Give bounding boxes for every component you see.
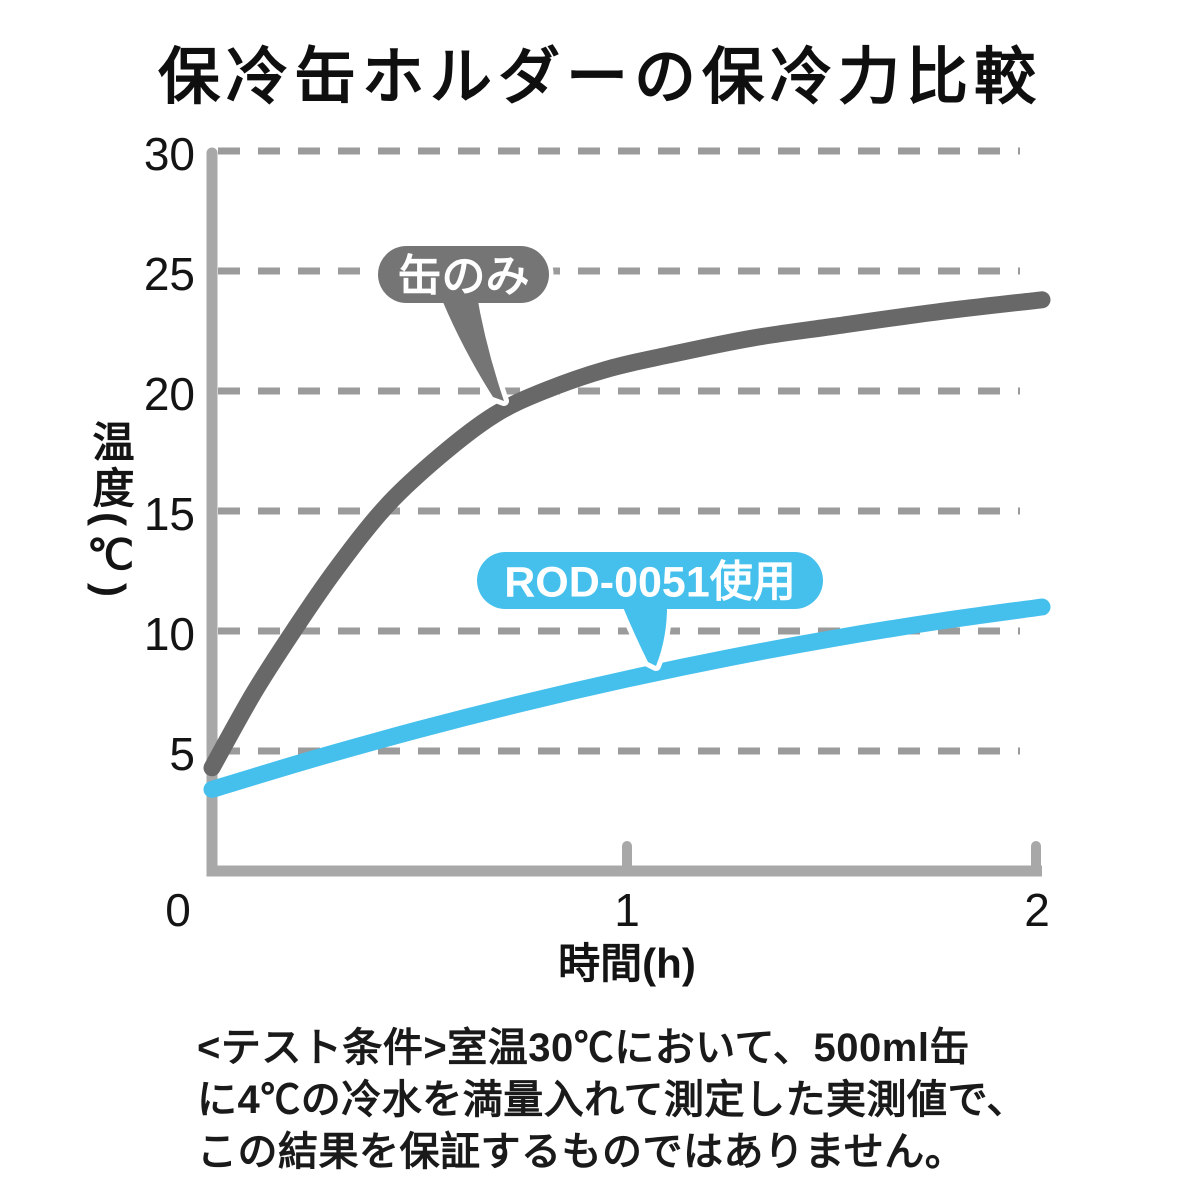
test-conditions-line-1: <テスト条件>室温30℃において、500ml缶 <box>197 1026 970 1070</box>
callout-tail-icon <box>438 290 504 401</box>
y-tick-label-20: 20 <box>144 368 195 420</box>
y-tick-label-15: 15 <box>144 488 195 540</box>
x-axis-title: 時間(h) <box>558 940 696 987</box>
test-conditions-line-3: この結果を保証するものではありません。 <box>197 1130 966 1174</box>
tick-labels: 30 25 20 15 10 5 0 1 2 <box>144 128 1050 936</box>
callout-can-only: 缶のみ <box>373 241 554 406</box>
series-lines <box>203 291 1051 798</box>
callout-label: ROD-0051使用 <box>504 559 796 607</box>
y-tick-label-10: 10 <box>144 608 195 660</box>
test-conditions-note: <テスト条件>室温30℃において、500ml缶 に4℃の冷水を満量入れて測定した… <box>197 1022 1057 1178</box>
x-tick-label-2: 2 <box>1024 884 1050 936</box>
chart-title: 保冷缶ホルダーの保冷力比較 <box>157 43 1042 112</box>
callout-label: 缶のみ <box>398 252 530 301</box>
callout-rod-0051: ROD-0051使用 <box>472 547 828 671</box>
series-line-can-only <box>203 291 1051 777</box>
series-line-rod-0051 <box>203 598 1051 798</box>
callout-tail-icon <box>620 600 668 666</box>
x-tick-label-0: 0 <box>165 884 191 936</box>
y-tick-label-30: 30 <box>144 128 195 180</box>
gridlines <box>218 147 1020 755</box>
y-tick-label-5: 5 <box>169 728 195 780</box>
y-tick-label-25: 25 <box>144 248 195 300</box>
y-axis-title: 温度(℃) <box>87 420 134 601</box>
test-conditions-line-2: に4℃の冷水を満量入れて測定した実測値で、 <box>197 1078 1027 1122</box>
x-tick-label-1: 1 <box>614 884 640 936</box>
series-callouts: 缶のみ ROD-0051使用 <box>373 241 828 671</box>
